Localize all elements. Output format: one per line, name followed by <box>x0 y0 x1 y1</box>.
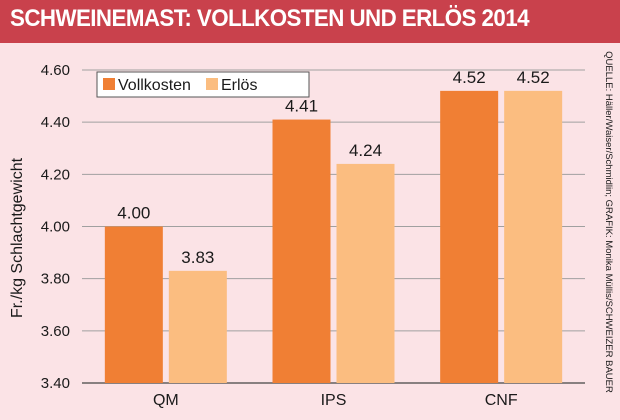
y-tick-label: 4.60 <box>41 62 70 79</box>
bar-vollkosten-cnf <box>440 90 499 383</box>
y-tick-label: 3.60 <box>41 323 70 340</box>
y-axis-ticks: 3.40 3.60 3.80 4.00 4.20 4.40 4.60 <box>41 62 70 392</box>
y-tick-label: 4.40 <box>41 114 70 131</box>
x-category-label: CNF <box>485 392 518 409</box>
bars: 4.00 3.83 4.41 4.24 4.52 4.52 <box>104 68 563 383</box>
y-tick-label: 3.80 <box>41 271 70 288</box>
bar-erloes-ips <box>336 163 395 383</box>
bar-vollkosten-ips <box>272 119 331 383</box>
bar-vollkosten-qm <box>104 226 163 383</box>
data-label-vollkosten-cnf: 4.52 <box>453 68 486 87</box>
x-axis-categories: QM IPS CNF <box>153 392 518 409</box>
x-category-label: QM <box>153 392 179 409</box>
y-tick-label: 3.40 <box>41 375 70 392</box>
legend-swatch-erloes <box>206 78 218 90</box>
legend-box <box>96 71 310 98</box>
header-bar: SCHWEINEMAST: VOLLKOSTEN UND ERLÖS 2014 <box>0 0 620 43</box>
y-tick-label: 4.20 <box>41 166 70 183</box>
data-label-vollkosten-ips: 4.41 <box>285 97 318 116</box>
bar-erloes-cnf <box>504 90 563 383</box>
legend-label-vollkosten: Vollkosten <box>118 77 191 94</box>
x-category-label: IPS <box>321 392 347 409</box>
data-label-vollkosten-qm: 4.00 <box>117 204 150 223</box>
y-axis-title: Fr./kg Schlachtgewicht <box>9 157 26 318</box>
legend-label-erloes: Erlös <box>221 77 257 94</box>
gridlines <box>82 69 585 384</box>
legend-swatch-vollkosten <box>103 78 115 90</box>
source-note: QUELLE: Häller/Waiser/Schmidlin; GRAFIK:… <box>603 51 614 393</box>
bar-erloes-qm <box>168 270 227 383</box>
data-label-erloes-cnf: 4.52 <box>517 68 550 87</box>
data-label-erloes-qm: 3.83 <box>181 248 214 267</box>
legend: Vollkosten Erlös <box>96 71 310 98</box>
y-tick-label: 4.00 <box>41 219 70 236</box>
chart-title: SCHWEINEMAST: VOLLKOSTEN UND ERLÖS 2014 <box>10 5 530 32</box>
data-label-erloes-ips: 4.24 <box>349 141 382 160</box>
